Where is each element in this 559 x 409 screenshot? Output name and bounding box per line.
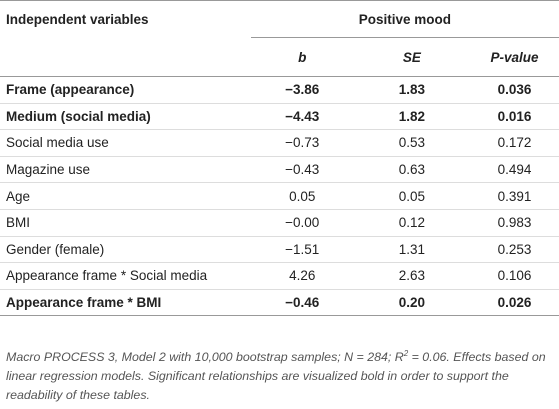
cell: 0.253	[497, 241, 532, 257]
table-row: Age 0.05 0.05 0.391	[0, 183, 559, 210]
row-label: Appearance frame * Social media	[6, 268, 208, 284]
cell: 0.026	[497, 295, 532, 311]
cell: 0.172	[497, 135, 532, 151]
footnote: Macro PROCESS 3, Model 2 with 10,000 boo…	[6, 344, 551, 405]
cell: 0.983	[497, 215, 532, 231]
row-label: Medium (social media)	[6, 108, 151, 124]
cell: 1.82	[398, 108, 425, 124]
header-row: Independent variables Positive mood	[0, 0, 559, 38]
cell: −1.51	[285, 241, 320, 257]
table: Independent variables Positive mood b SE…	[0, 0, 559, 316]
cell: −0.00	[285, 215, 320, 231]
table-head: Independent variables Positive mood b SE…	[0, 0, 559, 77]
footnote-text: Macro PROCESS 3, Model 2 with 10,000 boo…	[6, 350, 404, 365]
cell: −3.86	[285, 82, 320, 98]
row-label: Gender (female)	[6, 241, 105, 257]
column-title: Independent variables	[0, 0, 251, 38]
cell: −0.43	[285, 162, 320, 178]
table-row: BMI −0.00 0.12 0.983	[0, 209, 559, 237]
row-label: Age	[6, 188, 31, 204]
empty-cell	[0, 37, 251, 77]
cell: 1.31	[398, 241, 425, 257]
row-label: Frame (appearance)	[6, 82, 135, 98]
cell: 1.83	[398, 82, 425, 98]
cell: 0.63	[398, 162, 425, 178]
cell: 0.106	[497, 268, 532, 284]
cell: −4.43	[285, 108, 320, 124]
row-label: Magazine use	[6, 162, 91, 178]
cell: 0.494	[497, 162, 532, 178]
cell: 0.05	[398, 188, 425, 204]
column-header: P-value	[470, 37, 559, 77]
row-label: BMI	[6, 215, 31, 231]
cell: 0.12	[398, 215, 425, 231]
row-label: Social media use	[6, 135, 109, 151]
table-row: Appearance frame * Social media 4.26 2.63 0…	[0, 263, 559, 290]
cell: 4.26	[289, 268, 316, 284]
table-row: Gender (female) −1.51 1.31 0.253	[0, 236, 559, 263]
footnote-sup: 2	[403, 349, 409, 358]
cell: 0.391	[497, 188, 532, 204]
table-row: Appearance frame * BMI −0.46 0.20 0.026	[0, 289, 559, 316]
table-body: Frame (appearance) −3.86 1.83 0.036 Medium (…	[0, 77, 559, 316]
cell: −0.73	[285, 135, 320, 151]
row-label: Appearance frame * BMI	[6, 295, 162, 311]
column-header: SE	[353, 37, 471, 77]
cell: −0.46	[285, 295, 320, 311]
header-row: b SE P-value	[0, 37, 559, 77]
table-row: Social media use −0.73 0.53 0.172	[0, 130, 559, 157]
cell: 2.63	[398, 268, 425, 284]
table-row: Medium (social media) −4.43 1.82 0.016	[0, 103, 559, 130]
cell: 0.05	[289, 188, 316, 204]
footnote-text: = 0.06. Effects based on linear regressi…	[6, 350, 546, 403]
group-title: Positive mood	[250, 0, 559, 38]
cell: 0.53	[398, 135, 425, 151]
cell: 0.20	[398, 295, 425, 311]
cell: 0.036	[497, 82, 532, 98]
cell: 0.016	[497, 108, 532, 124]
table-row: Magazine use −0.43 0.63 0.494	[0, 156, 559, 183]
column-header: b	[250, 37, 354, 77]
table-row: Frame (appearance) −3.86 1.83 0.036	[0, 77, 559, 104]
